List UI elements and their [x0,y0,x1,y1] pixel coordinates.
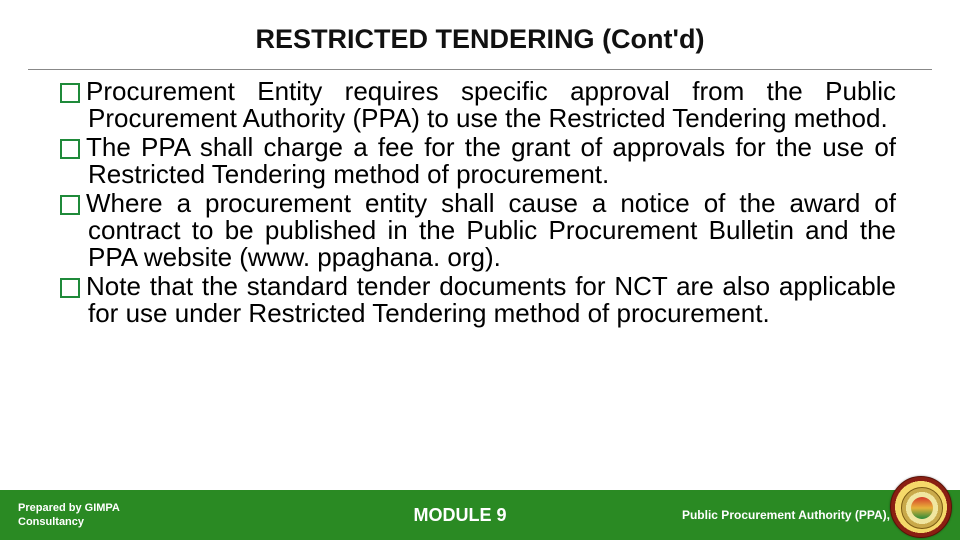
footer-bar: Prepared by GIMPA Consultancy MODULE 9 P… [0,490,960,540]
body-text: Procurement Entity requires specific app… [0,78,960,327]
bullet-text: Where a procurement entity shall cause a… [86,188,896,272]
bullet-item: Procurement Entity requires specific app… [60,78,896,132]
page-title: RESTRICTED TENDERING (Cont'd) [0,0,960,69]
bullet-item: The PPA shall charge a fee for the grant… [60,134,896,188]
bullet-text: Procurement Entity requires specific app… [86,76,896,133]
square-bullet-icon [60,195,80,215]
ppa-seal-icon [890,476,952,538]
footer-left: Prepared by GIMPA Consultancy [0,490,260,540]
bullet-text: The PPA shall charge a fee for the grant… [86,132,896,189]
bullet-item: Where a procurement entity shall cause a… [60,190,896,271]
square-bullet-icon [60,278,80,298]
bullet-text: Note that the standard tender documents … [86,271,896,328]
square-bullet-icon [60,139,80,159]
square-bullet-icon [60,83,80,103]
footer-prepared-by: Prepared by GIMPA [18,501,260,515]
footer-consultancy: Consultancy [18,515,260,529]
footer-module: MODULE 9 [260,505,660,526]
title-divider [28,69,932,70]
slide: RESTRICTED TENDERING (Cont'd) Procuremen… [0,0,960,540]
bullet-item: Note that the standard tender documents … [60,273,896,327]
